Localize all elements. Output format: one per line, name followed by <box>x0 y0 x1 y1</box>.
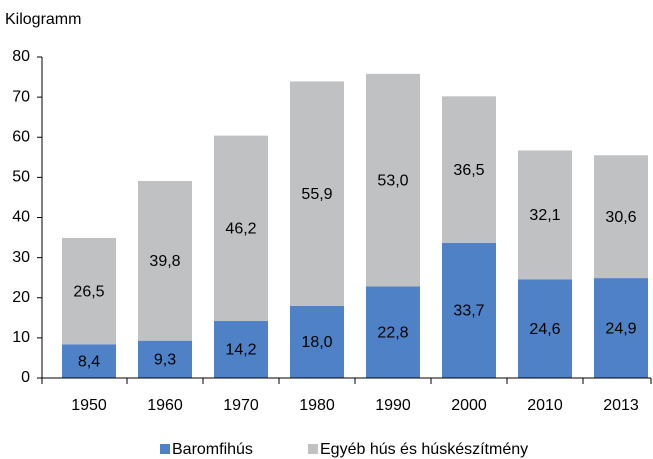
y-tick-label: 80 <box>12 48 30 65</box>
value-label: 18,0 <box>301 334 332 351</box>
bar-segment <box>62 237 116 345</box>
bar-segment <box>290 305 344 378</box>
bar-segment <box>442 242 496 378</box>
y-tick-label: 40 <box>12 209 30 226</box>
legend-swatch <box>308 444 318 454</box>
y-axis-label: Kilogramm <box>5 11 81 28</box>
value-label: 14,2 <box>225 342 256 359</box>
bar-segment <box>518 150 572 280</box>
y-tick-label: 30 <box>12 249 30 266</box>
x-tick-label: 1980 <box>299 397 335 414</box>
value-label: 24,9 <box>605 320 636 337</box>
bar-segment <box>366 286 420 378</box>
bar-segment <box>518 279 572 378</box>
value-label: 30,6 <box>605 209 636 226</box>
bar-segment <box>214 321 268 378</box>
x-tick-label: 2000 <box>451 397 487 414</box>
x-tick-label: 1950 <box>71 397 107 414</box>
y-tick-label: 10 <box>12 329 30 346</box>
value-label: 53,0 <box>377 172 408 189</box>
y-tick-label: 70 <box>12 88 30 105</box>
value-label: 46,2 <box>225 221 256 238</box>
value-label: 24,6 <box>529 321 560 338</box>
value-label: 39,8 <box>149 253 180 270</box>
value-label: 26,5 <box>73 283 104 300</box>
bar-segment <box>138 180 192 341</box>
x-tick-label: 2013 <box>603 397 639 414</box>
x-tick-label: 1970 <box>223 397 259 414</box>
legend-label: Egyéb hús és húskészítmény <box>320 441 528 458</box>
legend-swatch <box>160 444 170 454</box>
bar-segment <box>594 278 648 378</box>
bar-segment <box>138 340 192 378</box>
bar-segment <box>366 73 420 287</box>
legend-label: Baromfihús <box>172 441 253 458</box>
value-label: 8,4 <box>78 353 100 370</box>
x-tick-label: 2010 <box>527 397 563 414</box>
bar-segment <box>214 135 268 322</box>
y-tick-label: 0 <box>21 369 30 386</box>
bar-segment <box>290 81 344 306</box>
value-label: 36,5 <box>453 162 484 179</box>
value-label: 32,1 <box>529 207 560 224</box>
value-label: 33,7 <box>453 303 484 320</box>
bar-segment <box>62 344 116 378</box>
x-tick-label: 1960 <box>147 397 183 414</box>
y-tick-label: 60 <box>12 128 30 145</box>
x-tick-label: 1990 <box>375 397 411 414</box>
value-label: 55,9 <box>301 186 332 203</box>
y-tick-label: 50 <box>12 169 30 186</box>
value-label: 22,8 <box>377 324 408 341</box>
bar-segment <box>594 155 648 279</box>
y-tick-label: 20 <box>12 289 30 306</box>
value-label: 9,3 <box>154 352 176 369</box>
bar-segment <box>442 96 496 243</box>
